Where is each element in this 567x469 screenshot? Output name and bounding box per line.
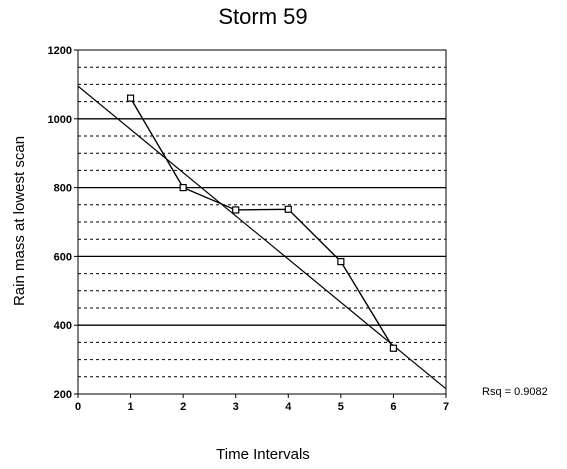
x-axis-label: Time Intervals xyxy=(216,446,310,463)
rsq-annotation: Rsq = 0.9082 xyxy=(482,386,548,398)
grid xyxy=(78,66,446,378)
x-tick-label: 6 xyxy=(390,401,396,413)
trendline xyxy=(77,85,447,390)
x-axis-ticks: 0 1 2 3 4 5 6 7 xyxy=(75,394,449,413)
y-tick-label: 400 xyxy=(54,320,72,332)
data-point-marker xyxy=(126,94,135,102)
trendline-group xyxy=(77,85,447,390)
x-tick-label: 5 xyxy=(338,401,344,413)
data-point-marker xyxy=(179,184,187,192)
y-tick-label: 200 xyxy=(54,389,72,401)
plot-area-frame xyxy=(77,49,447,395)
data-point-marker xyxy=(337,257,345,266)
x-tick-label: 7 xyxy=(443,401,449,413)
y-tick-label: 600 xyxy=(54,251,72,263)
y-tick-label: 1200 xyxy=(48,45,72,57)
series-group xyxy=(126,94,398,352)
x-tick-label: 4 xyxy=(285,401,292,413)
y-tick-label: 800 xyxy=(54,183,72,195)
x-tick-label: 2 xyxy=(180,401,186,413)
chart-title: Storm 59 xyxy=(218,4,307,29)
data-point-marker xyxy=(389,344,398,352)
y-tick-label: 1000 xyxy=(48,114,72,126)
x-tick-label: 3 xyxy=(233,401,239,413)
y-axis-label: Rain mass at lowest scan xyxy=(11,136,28,306)
data-point-marker xyxy=(232,206,240,214)
x-tick-label: 0 xyxy=(75,401,81,413)
y-axis-ticks: 200 400 600 800 1000 1200 xyxy=(48,45,78,401)
data-point-marker xyxy=(284,205,292,213)
series-line xyxy=(129,97,395,349)
x-tick-label: 1 xyxy=(128,401,134,413)
